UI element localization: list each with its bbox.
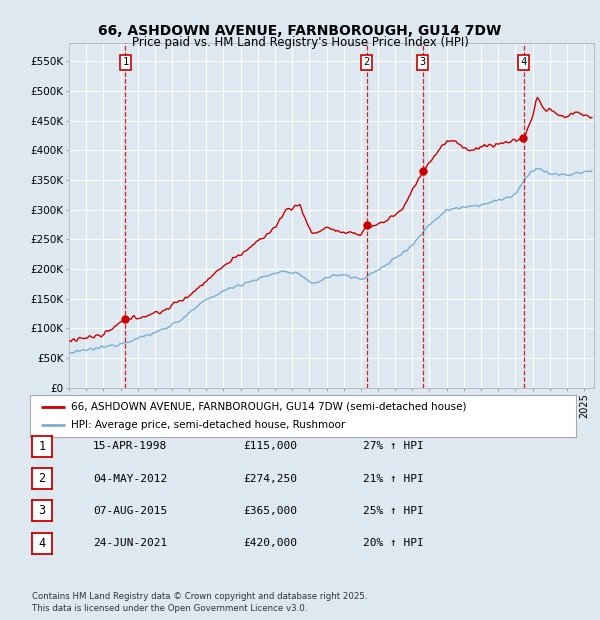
Text: Contains HM Land Registry data © Crown copyright and database right 2025.
This d: Contains HM Land Registry data © Crown c… [32, 591, 367, 613]
Text: HPI: Average price, semi-detached house, Rushmoor: HPI: Average price, semi-detached house,… [71, 420, 345, 430]
Text: £115,000: £115,000 [243, 441, 297, 451]
Text: 27% ↑ HPI: 27% ↑ HPI [363, 441, 424, 451]
Text: 1: 1 [122, 58, 128, 68]
Text: 15-APR-1998: 15-APR-1998 [93, 441, 167, 451]
Text: 66, ASHDOWN AVENUE, FARNBOROUGH, GU14 7DW: 66, ASHDOWN AVENUE, FARNBOROUGH, GU14 7D… [98, 24, 502, 38]
Text: 2: 2 [364, 58, 370, 68]
Text: 07-AUG-2015: 07-AUG-2015 [93, 506, 167, 516]
Text: £420,000: £420,000 [243, 538, 297, 548]
Text: £365,000: £365,000 [243, 506, 297, 516]
Text: 25% ↑ HPI: 25% ↑ HPI [363, 506, 424, 516]
Text: 21% ↑ HPI: 21% ↑ HPI [363, 474, 424, 484]
Text: 1: 1 [38, 440, 46, 453]
Text: 2: 2 [38, 472, 46, 485]
Text: 66, ASHDOWN AVENUE, FARNBOROUGH, GU14 7DW (semi-detached house): 66, ASHDOWN AVENUE, FARNBOROUGH, GU14 7D… [71, 402, 466, 412]
Text: 3: 3 [38, 505, 46, 517]
Text: 20% ↑ HPI: 20% ↑ HPI [363, 538, 424, 548]
Text: 4: 4 [38, 537, 46, 549]
Text: Price paid vs. HM Land Registry's House Price Index (HPI): Price paid vs. HM Land Registry's House … [131, 36, 469, 49]
Text: 3: 3 [419, 58, 426, 68]
Text: 24-JUN-2021: 24-JUN-2021 [93, 538, 167, 548]
Text: 04-MAY-2012: 04-MAY-2012 [93, 474, 167, 484]
Text: £274,250: £274,250 [243, 474, 297, 484]
Text: 4: 4 [520, 58, 527, 68]
